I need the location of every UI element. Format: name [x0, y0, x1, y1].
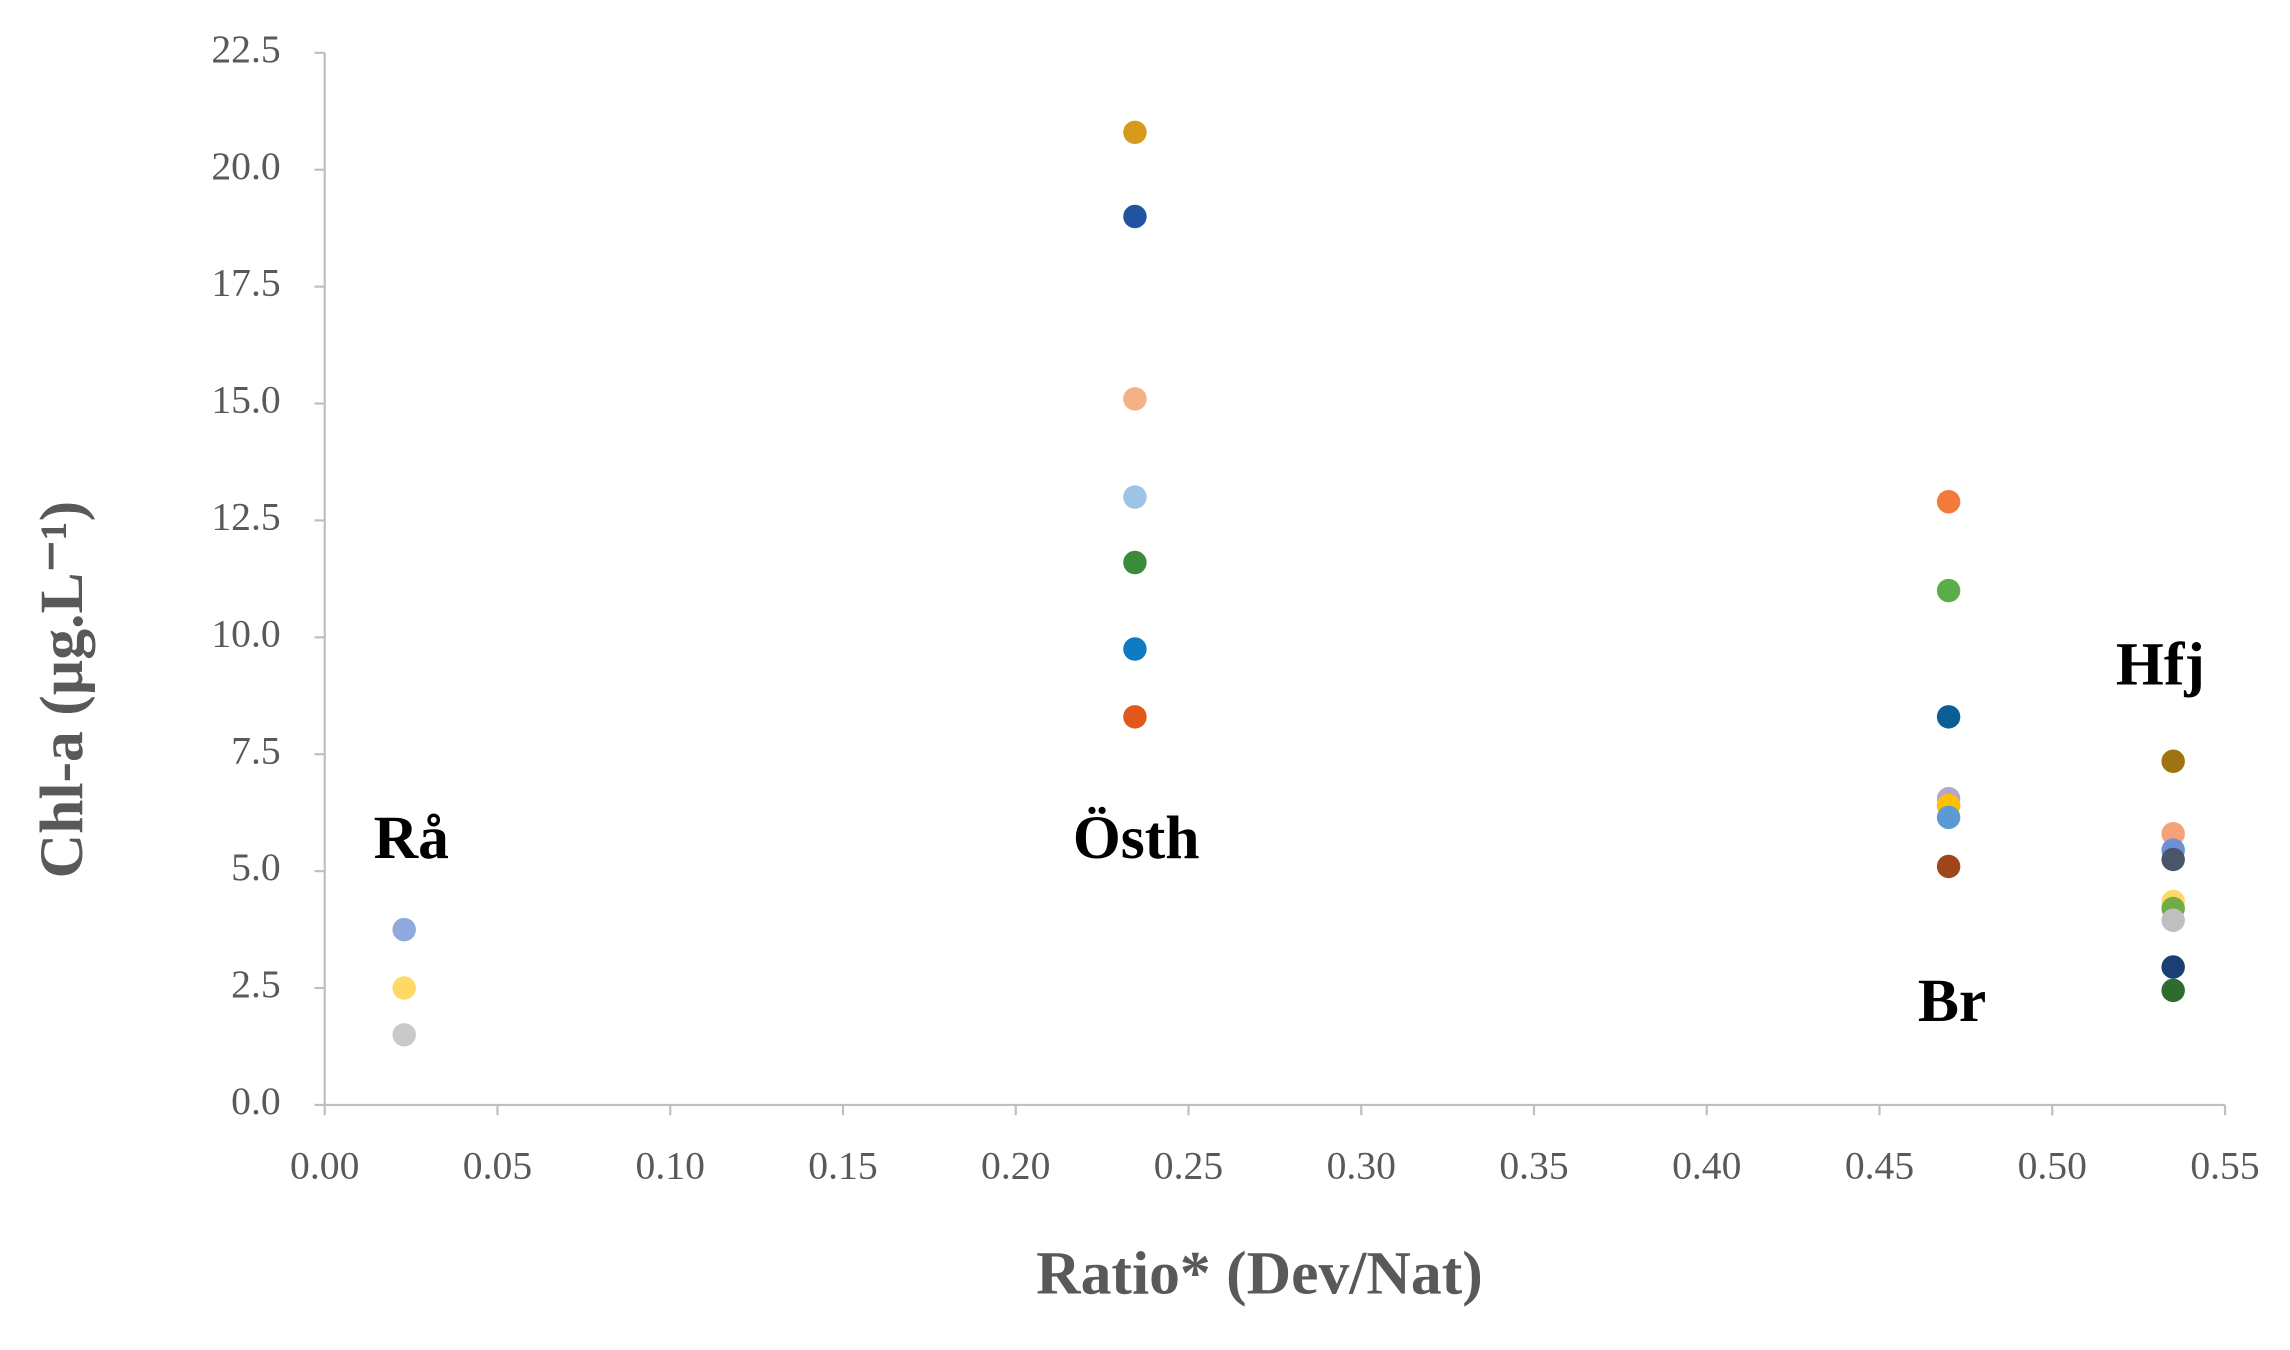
y-tick-label: 15.0 — [211, 378, 280, 422]
point — [2161, 955, 2185, 979]
y-tick-label: 20.0 — [211, 144, 280, 188]
point — [1936, 854, 1961, 879]
point — [1123, 550, 1147, 575]
x-tick-label: 0.10 — [636, 1144, 705, 1188]
point — [1123, 387, 1147, 411]
x-tick-label: 0.25 — [1154, 1144, 1223, 1188]
y-tick-label: 22.5 — [211, 27, 280, 71]
point — [2161, 908, 2185, 932]
x-tick-label: 0.40 — [1672, 1144, 1741, 1188]
y-tick-label: 0.0 — [231, 1079, 281, 1123]
x-tick-label: 0.00 — [290, 1144, 359, 1188]
point — [2161, 978, 2185, 1003]
y-tick-label: 5.0 — [231, 845, 281, 889]
point — [392, 976, 416, 1000]
point — [1123, 204, 1147, 229]
point — [392, 1023, 416, 1047]
cluster-label: Östh — [1073, 804, 1200, 872]
point — [1936, 578, 1961, 603]
y-tick-label: 7.5 — [231, 728, 281, 772]
point — [392, 917, 416, 942]
cluster-label: Rå — [374, 804, 449, 872]
y-tick-label: 10.0 — [211, 611, 280, 655]
y-tick-label: 2.5 — [231, 962, 281, 1006]
x-tick-label: 0.50 — [2018, 1144, 2087, 1188]
point — [2161, 847, 2185, 872]
cluster-label: Hfj — [2116, 631, 2205, 699]
y-tick-label: 12.5 — [211, 495, 280, 539]
point — [1936, 489, 1961, 514]
point — [1936, 805, 1961, 830]
point — [1936, 705, 1961, 729]
point — [1123, 485, 1147, 509]
x-tick-label: 0.45 — [1845, 1144, 1914, 1188]
x-axis-title: Ratio* (Dev/Nat) — [1036, 1240, 1483, 1308]
x-tick-label: 0.35 — [1499, 1144, 1568, 1188]
point — [1123, 120, 1147, 145]
point — [1123, 637, 1147, 661]
x-tick-label: 0.55 — [2190, 1144, 2259, 1188]
point — [2161, 821, 2185, 846]
cluster-label: Br — [1918, 967, 1986, 1035]
point — [2161, 749, 2185, 773]
x-tick-label: 0.15 — [808, 1144, 877, 1188]
y-axis-title: Chl-a (µg.L⁻¹) — [28, 501, 96, 879]
point — [1123, 705, 1147, 729]
x-tick-label: 0.30 — [1327, 1144, 1396, 1188]
x-tick-label: 0.20 — [981, 1144, 1050, 1188]
y-tick-label: 17.5 — [211, 261, 280, 305]
x-tick-label: 0.05 — [463, 1144, 532, 1188]
